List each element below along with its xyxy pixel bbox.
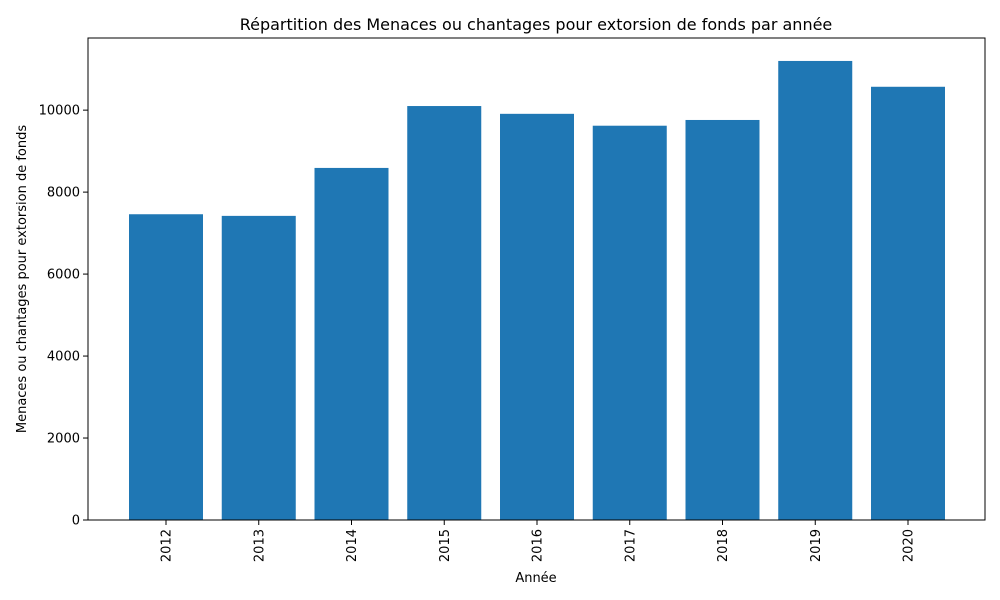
x-tick-label-2012: 2012 [160, 529, 175, 562]
plot-frame [87, 37, 986, 521]
x-tick-label-2017: 2017 [623, 529, 638, 562]
x-tick-label-2013: 2013 [252, 529, 267, 562]
y-tick-label-4000: 4000 [47, 350, 80, 365]
bar-2019 [778, 60, 853, 520]
x-tick-label-2018: 2018 [716, 529, 731, 562]
x-axis-ticks: 2012 2013 2014 2015 2016 2017 2018 2019 2020 [160, 520, 917, 562]
bar-2013 [221, 215, 296, 520]
bar-2014 [314, 167, 389, 520]
y-tick-label-0: 0 [72, 514, 80, 529]
bar-2018 [685, 119, 760, 521]
x-tick-label-2015: 2015 [438, 529, 453, 562]
bars-group [129, 60, 945, 521]
y-tick-label-6000: 6000 [47, 268, 80, 283]
y-axis-ticks: 0 2000 4000 6000 8000 10000 [39, 104, 88, 529]
x-tick-label-2019: 2019 [809, 529, 824, 562]
bar-2016 [500, 113, 574, 520]
x-tick-label-2014: 2014 [345, 529, 360, 562]
y-tick-label-2000: 2000 [47, 432, 80, 447]
bar-2012 [129, 214, 203, 520]
y-tick-label-8000: 8000 [47, 186, 80, 201]
y-tick-label-10000: 10000 [39, 104, 80, 119]
x-tick-label-2016: 2016 [531, 529, 546, 562]
x-axis-label: Année [515, 571, 556, 586]
bar-2015 [407, 106, 482, 520]
x-tick-label-2020: 2020 [902, 529, 917, 562]
chart-title: Répartition des Menaces ou chantages pou… [240, 15, 833, 34]
bar-2017 [592, 125, 667, 521]
bar-2020 [871, 86, 945, 521]
y-axis-label: Menaces ou chantages pour extorsion de f… [15, 125, 30, 434]
